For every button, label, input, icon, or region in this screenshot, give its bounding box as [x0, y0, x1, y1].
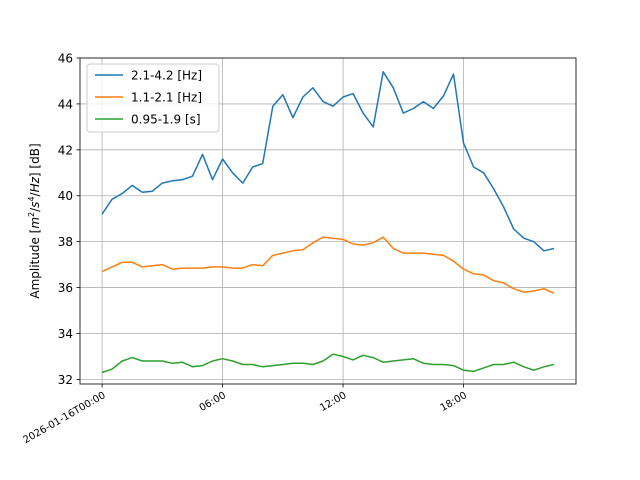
y-tick-label: 36: [58, 281, 73, 295]
y-axis-label-unit-hz: Hz: [28, 176, 42, 192]
plot-frame: [79, 57, 577, 385]
series-line-3: [101, 353, 555, 374]
y-tick-label: 32: [58, 373, 73, 387]
y-tick-label: 40: [58, 189, 73, 203]
y-axis-label-slash-1: /: [28, 207, 42, 212]
legend-label-2: 1.1-2.1 [Hz]: [131, 91, 202, 105]
y-tick-label: 42: [58, 143, 73, 157]
y-tick-label: 44: [58, 97, 73, 111]
series-line-2: [101, 236, 555, 294]
legend-box: [86, 63, 220, 133]
y-axis-label-unit-m: m: [28, 217, 42, 229]
y-axis-label-unit-s: s: [28, 202, 42, 208]
legend-label-3: 0.95-1.9 [s]: [131, 113, 201, 127]
y-axis-label-prefix: Amplitude [: [28, 229, 42, 299]
y-axis-label-exp-4: 4: [27, 196, 36, 201]
series-lines: [101, 71, 555, 374]
y-axis-label-exp-2: 2: [27, 212, 36, 217]
y-axis-label-suffix: ] [dB]: [28, 143, 42, 177]
legend-label-1: 2.1-4.2 [Hz]: [131, 69, 202, 83]
legend: 2.1-4.2 [Hz] 1.1-2.1 [Hz] 0.95-1.9 [s]: [86, 63, 220, 133]
y-tick-label: 34: [58, 327, 73, 341]
y-tick-label: 46: [58, 52, 73, 66]
y-axis-label-slash-2: /: [28, 191, 42, 196]
y-axis-label: Amplitude [m2/s4/Hz] [dB]: [27, 143, 42, 298]
y-tick-label: 38: [58, 235, 73, 249]
series-line-1: [101, 71, 555, 252]
